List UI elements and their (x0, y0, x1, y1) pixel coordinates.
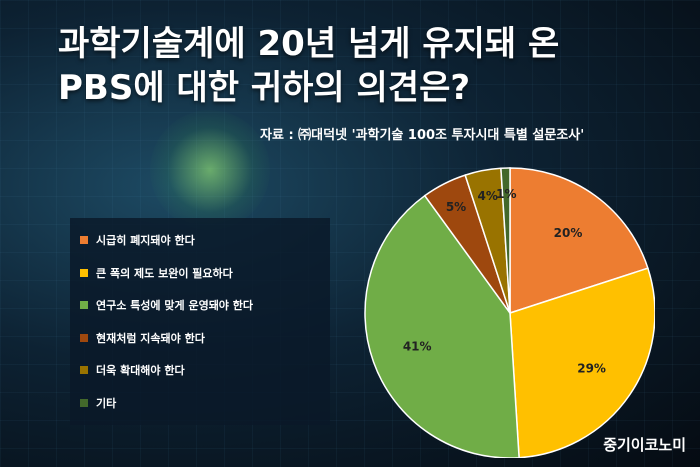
legend-label: 연구소 특성에 맞게 운영돼야 한다 (96, 297, 253, 313)
page-title: 과학기술계에 20년 넘게 유지돼 온 PBS에 대한 귀하의 의견은? (58, 22, 559, 110)
legend-swatch (80, 269, 88, 277)
legend-label: 큰 폭의 제도 보완이 필요하다 (96, 265, 233, 281)
legend-swatch (80, 334, 88, 342)
slice-value-label: 1% (496, 187, 516, 201)
pie-chart: 20% 29% 41% 5% 4%1% (355, 158, 655, 458)
title-line-1: 과학기술계에 20년 넘게 유지돼 온 (58, 22, 559, 66)
legend-swatch (80, 399, 88, 407)
legend-item: 현재처럼 지속돼야 한다 (80, 322, 320, 355)
legend-swatch (80, 366, 88, 374)
background-glow (150, 110, 270, 230)
source-note: 자료 : ㈜대덕넷 '과학기술 100조 투자시대 특별 설문조사' (260, 124, 584, 143)
brand-logo: 중기이코노미 (603, 434, 686, 455)
legend-label: 더욱 확대해야 한다 (96, 362, 185, 378)
legend-item: 더욱 확대해야 한다 (80, 354, 320, 387)
legend-swatch (80, 236, 88, 244)
legend-label: 현재처럼 지속돼야 한다 (96, 330, 205, 346)
slice-value-label: 5% (446, 200, 466, 214)
legend-swatch (80, 301, 88, 309)
legend-item: 시급히 폐지돼야 한다 (80, 224, 320, 257)
legend-label: 시급히 폐지돼야 한다 (96, 232, 195, 248)
slice-value-label: 4% (478, 189, 498, 203)
title-line-2: PBS에 대한 귀하의 의견은? (58, 66, 559, 110)
slice-value-label: 29% (577, 361, 606, 375)
slice-value-label: 41% (403, 339, 432, 353)
slice-value-label: 20% (554, 226, 583, 240)
legend-label: 기타 (96, 395, 116, 411)
legend-item: 큰 폭의 제도 보완이 필요하다 (80, 257, 320, 290)
legend-item: 기타 (80, 387, 320, 420)
legend-item: 연구소 특성에 맞게 운영돼야 한다 (80, 289, 320, 322)
